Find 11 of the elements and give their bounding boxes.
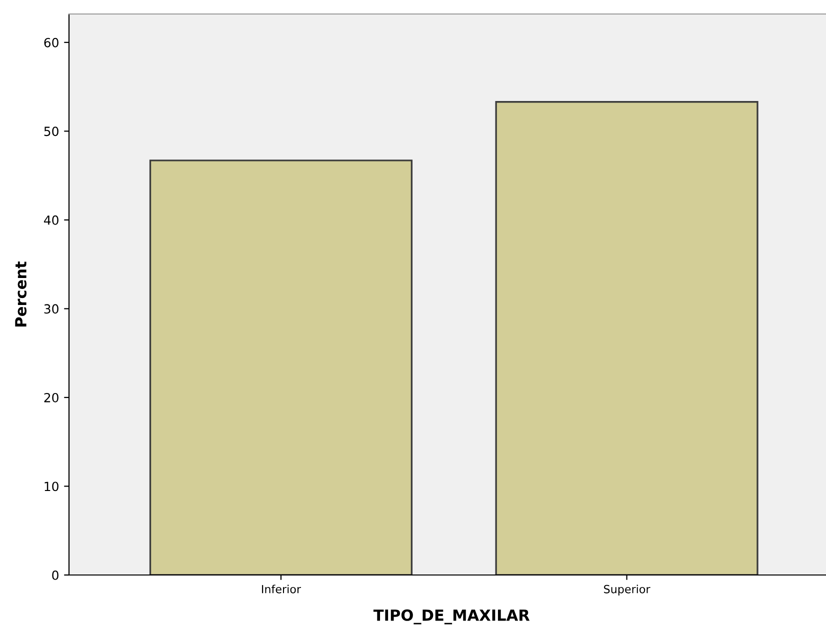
- y-tick-label: 40: [44, 215, 58, 225]
- y-axis-title: Percent: [15, 262, 27, 326]
- y-tick-label: 10: [44, 482, 58, 492]
- x-axis-title: TIPO_DE_MAXILAR: [373, 609, 530, 624]
- y-tick-label: 30: [44, 304, 58, 314]
- y-tick-label: 50: [44, 126, 58, 136]
- x-tick-label: Inferior: [262, 584, 302, 594]
- y-tick-label: 60: [44, 38, 58, 48]
- x-tick-label: Superior: [604, 584, 650, 596]
- y-tick-label: 0: [52, 570, 58, 580]
- y-tick-label: 20: [44, 392, 58, 402]
